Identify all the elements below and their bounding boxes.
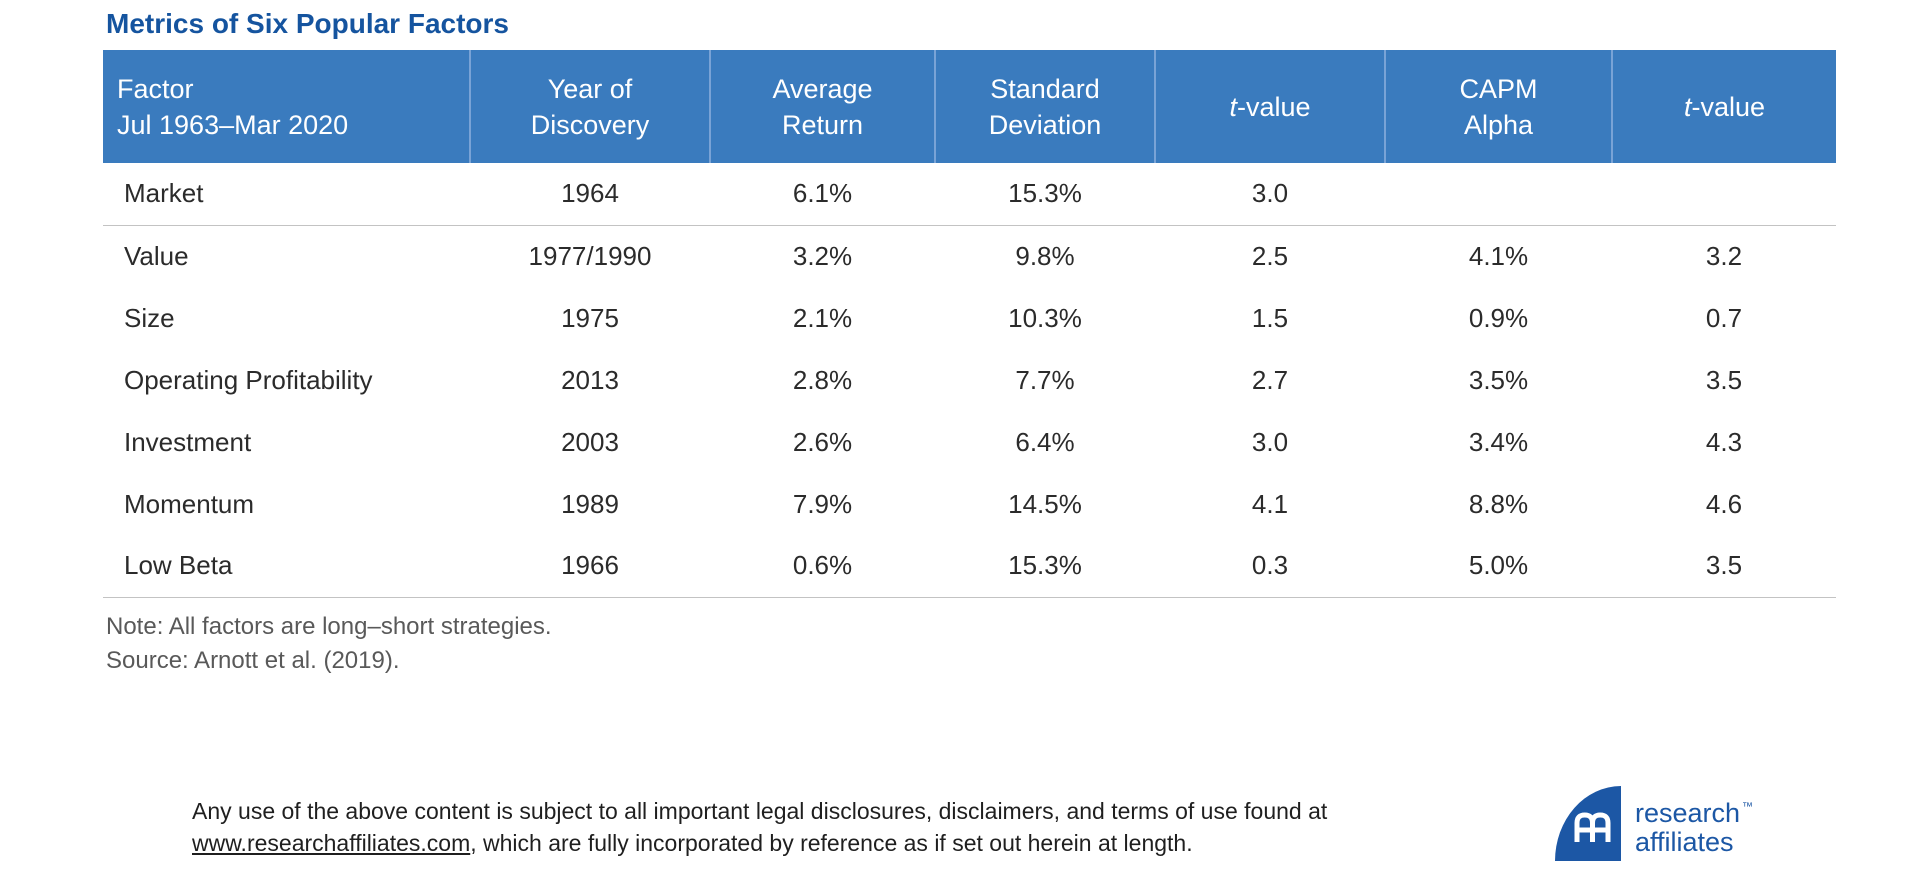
cell-year: 2003 [561,426,619,457]
cell-year: 2013 [561,364,619,395]
cell-t-value-1: 2.5 [1251,240,1289,271]
cell-t-value-2: 4.3 [1705,426,1743,457]
cell-capm-alpha: 3.5% [1468,364,1529,395]
cell-avg-return: 3.2% [792,240,853,271]
cell-factor: Low Beta [103,535,470,598]
cell-std-dev: 15.3% [935,535,1155,598]
cell-t-value-1: 2.7 [1251,364,1289,395]
col-header-t-value-2: t-value [1611,50,1836,163]
table-row-size: Size 1975 2.1% 10.3% 1.5 0.9% 0.7 [103,287,1836,349]
factors-table: Factor Jul 1963–Mar 2020 Year of Discove… [103,50,1836,598]
table-row-investment: Investment 2003 2.6% 6.4% 3.0 3.4% 4.3 [103,411,1836,473]
cell-t-value-2: 0.7 [1705,302,1743,333]
cell-factor: Investment [124,426,252,457]
researchaffiliates-link[interactable]: www.researchaffiliates.com [192,830,471,856]
cell-factor: Value [124,240,189,271]
col-header-capm-alpha: CAPM Alpha [1384,50,1612,163]
cell-std-dev: 6.4% [1015,426,1075,457]
page-title: Metrics of Six Popular Factors [106,8,509,39]
cell-t-value-1: 3.0 [1155,163,1385,226]
table-header-row: Factor Jul 1963–Mar 2020 Year of Discove… [103,50,1836,163]
col-header-t-value-1: t-value [1154,50,1385,163]
logo-line-2: affiliates [1635,827,1734,857]
cell-capm-alpha: 8.8% [1468,488,1529,519]
disclaimer-line-1: Any use of the above content is subject … [192,798,1328,824]
col-header-factor-line2: Jul 1963–Mar 2020 [117,109,349,140]
cell-year: 1975 [561,302,619,333]
cell-capm-alpha [1385,163,1612,226]
col-header-year-of-discovery: Year of Discovery [469,50,710,163]
legal-disclaimer: Any use of the above content is subject … [192,795,1392,859]
cell-t-value-2 [1612,163,1836,226]
cell-factor: Size [124,302,175,333]
table-row-low-beta: Low Beta 1966 0.6% 15.3% 0.3 5.0% 3.5 [103,535,1836,598]
cell-std-dev: 14.5% [1008,488,1082,519]
cell-avg-return: 0.6% [710,535,935,598]
cell-year: 1964 [470,163,710,226]
table-row-market: Market 1964 6.1% 15.3% 3.0 [103,163,1836,226]
cell-capm-alpha: 0.9% [1468,302,1529,333]
cell-capm-alpha: 3.4% [1468,426,1529,457]
cell-avg-return: 6.1% [710,163,935,226]
col-header-standard-deviation: Standard Deviation [934,50,1155,163]
cell-factor: Operating Profitability [124,364,373,395]
cell-t-value-1: 3.0 [1251,426,1289,457]
disclaimer-line-2-text: , which are fully incorporated by refere… [470,830,1193,856]
logo-line-1: research ™ [1635,798,1754,828]
cell-t-value-1: 0.3 [1155,535,1385,598]
source-line: Source: Arnott et al. (2019). [106,647,400,674]
table-row-value: Value 1977/1990 3.2% 9.8% 2.5 4.1% 3.2 [103,225,1836,287]
cell-std-dev: 9.8% [1015,240,1075,271]
cell-factor: Momentum [124,488,255,519]
cell-year: 1977/1990 [528,240,652,271]
logo-wordmark: research ™ affiliates [1635,793,1753,857]
col-header-average-return: Average Return [709,50,935,163]
col-header-factor: Factor Jul 1963–Mar 2020 [103,50,470,163]
cell-avg-return: 7.9% [792,488,853,519]
cell-t-value-2: 3.5 [1705,364,1743,395]
cell-capm-alpha: 4.1% [1468,240,1529,271]
cell-year: 1989 [561,488,619,519]
cell-avg-return: 2.1% [792,302,853,333]
trademark-symbol: ™ [1742,801,1754,813]
cell-t-value-2: 3.5 [1612,535,1836,598]
ra-monogram-icon [1574,812,1611,842]
cell-avg-return: 2.6% [792,426,853,457]
research-affiliates-logo: research ™ affiliates [1555,786,1753,861]
cell-t-value-1: 4.1 [1251,488,1289,519]
table-row-operating-profitability: Operating Profitability 2013 2.8% 7.7% 2… [103,349,1836,411]
cell-t-value-1: 1.5 [1251,302,1289,333]
col-header-factor-line1: Factor [117,73,194,104]
cell-t-value-2: 3.2 [1705,240,1743,271]
ra-logo-mark [1555,786,1621,861]
cell-factor: Market [103,163,470,226]
cell-std-dev: 15.3% [935,163,1155,226]
cell-std-dev: 7.7% [1015,364,1075,395]
table-row-momentum: Momentum 1989 7.9% 14.5% 4.1 8.8% 4.6 [103,473,1836,535]
cell-year: 1966 [470,535,710,598]
cell-capm-alpha: 5.0% [1385,535,1612,598]
cell-std-dev: 10.3% [1008,302,1082,333]
cell-avg-return: 2.8% [792,364,853,395]
disclaimer-line-2: www.researchaffiliates.com, which are fu… [192,827,1392,859]
note-line: Note: All factors are long–short strateg… [106,613,552,640]
table-notes: Note: All factors are long–short strateg… [106,610,552,678]
cell-t-value-2: 4.6 [1705,488,1743,519]
